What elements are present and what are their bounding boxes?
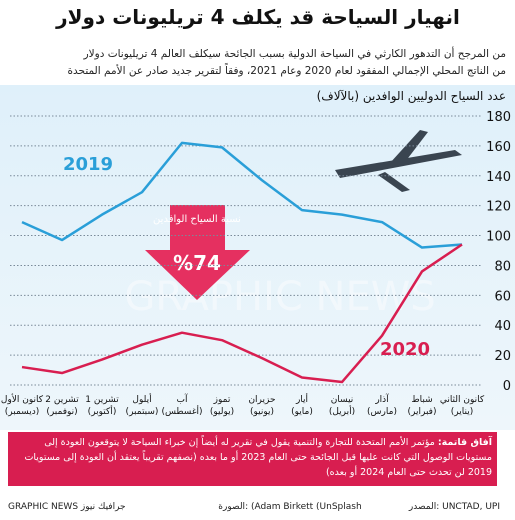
note-text: مؤتمر الأمم المتحدة للتجارة والتنمية يقو… (24, 437, 492, 478)
x-tick-label: كانون الأول (ديسمبر) (1, 393, 44, 417)
series-line (21, 243, 463, 384)
x-tick-label: تشرين 1 (أكتوبر) (85, 395, 119, 417)
series-label: 2020 (380, 339, 430, 360)
x-tick-label: كانون الثاني (يناير) (440, 395, 485, 417)
y-tick-label: 80 (494, 259, 511, 274)
y-tick-label: 160 (486, 140, 511, 155)
chart-title: انهيار السياحة قد يكلف 4 تريليونات دولار (55, 5, 460, 29)
note-title: آفاق قاتمة: (437, 437, 492, 448)
subtitle: من الناتج المحلي الإجمالي المفقود لعام 2… (68, 63, 506, 77)
drop-arrow (145, 205, 250, 300)
x-tick-label: آب (أغسطس) (161, 393, 202, 417)
series-line (21, 141, 463, 249)
x-tick-label: شباط (فبراير) (408, 395, 437, 417)
x-tick-label: حزيران (يونيو) (248, 395, 275, 417)
subtitle: من المرجح أن التدهور الكارثي في السياحة … (83, 46, 506, 60)
source: المصدر: UNCTAD, UPI (408, 502, 500, 512)
y-axis-title: عدد السياح الدوليين الوافدين (بالآلاف) (317, 89, 506, 104)
drop-label: نسبة السياح الوافدين (153, 214, 241, 225)
sky-background (0, 85, 515, 430)
x-tick-label: تشرين 2 (نوفمبر) (45, 395, 79, 417)
note-box: آفاق قاتمة: مؤتمر الأمم المتحدة للتجارة … (8, 432, 497, 486)
x-tick-label: نيسان (أبريل) (329, 395, 355, 417)
drop-value: %74 (173, 251, 221, 275)
y-tick-label: 60 (494, 289, 511, 304)
plane-icon (335, 130, 462, 192)
y-tick-label: 140 (486, 170, 511, 185)
x-tick-label: آذار (مارس) (367, 393, 397, 417)
credit: GRAPHIC NEWS جرافيك نيوز (8, 502, 126, 512)
x-tick-label: تموز (يوليو) (210, 395, 234, 417)
series-label: 2019 (63, 154, 113, 175)
photo-credit: الصورة: (Adam Birkett (UnSplash (218, 502, 361, 512)
y-tick-label: 20 (494, 349, 511, 364)
y-tick-label: 180 (486, 110, 511, 125)
watermark: GRAPHIC NEWS (124, 274, 435, 320)
y-tick-label: 0 (503, 379, 511, 394)
y-tick-label: 120 (486, 200, 511, 215)
x-tick-label: أيلول (سبتمبر) (126, 393, 159, 417)
x-tick-label: أيار (مايو) (291, 393, 313, 417)
y-tick-label: 100 (486, 230, 511, 245)
y-tick-label: 40 (494, 319, 511, 334)
